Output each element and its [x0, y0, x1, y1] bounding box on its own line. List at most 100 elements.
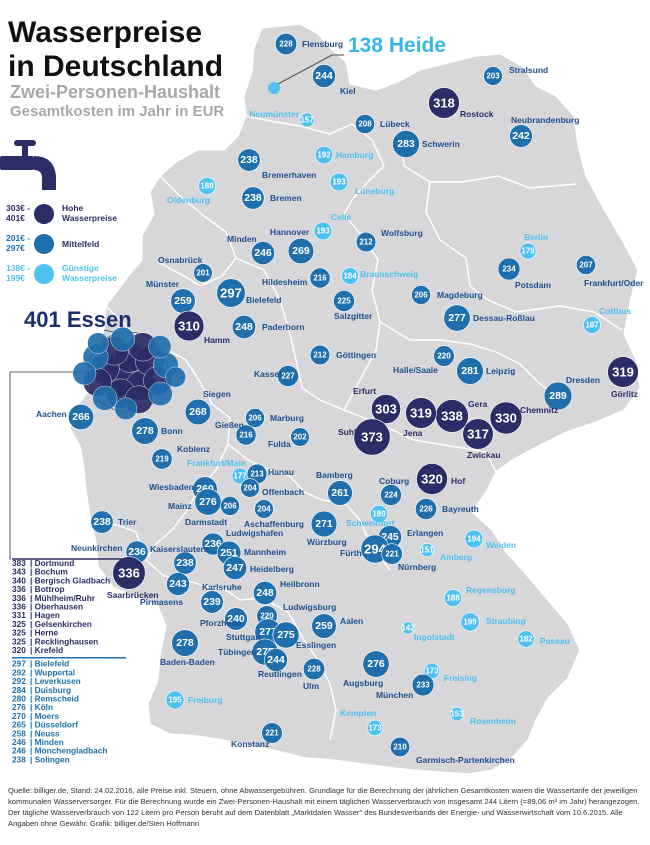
city-name: Koblenz	[177, 444, 210, 454]
city-paderborn: 248 Paderborn	[232, 314, 305, 339]
city-value: 240	[227, 613, 245, 625]
city-name: Erlangen	[407, 528, 443, 538]
city-name: Suhl	[338, 427, 356, 437]
city-bubble	[193, 263, 213, 283]
city-name: Marburg	[270, 413, 304, 423]
essen-callout-text: 401 Essen	[24, 307, 132, 332]
water-tap-icon	[0, 140, 56, 190]
city-value: 294	[364, 542, 386, 557]
ruhr-list-row: 336 | Oberhausen	[12, 602, 83, 612]
city-rosenheim: 153 Rosenheim	[449, 706, 516, 726]
city-value: 195	[168, 696, 182, 705]
ruhr-cluster-bubble	[114, 397, 138, 420]
city-value: 184	[343, 272, 357, 281]
city-name: Potsdam	[515, 280, 551, 290]
ruhr-list-row: 246 | Minden	[12, 737, 64, 747]
source-footnote: Quelle: billiger.de, Stand: 24.02.2016, …	[8, 786, 640, 828]
city-saarbrücken: 336 Saarbrücken	[107, 556, 159, 600]
city-name: Paderborn	[262, 322, 305, 332]
city-value: 238	[176, 557, 194, 569]
city-bubble	[251, 241, 275, 265]
ruhr-cluster-bubble	[110, 327, 135, 352]
city-value: 221	[385, 550, 399, 559]
germany-land	[69, 23, 641, 775]
city-value: 199	[463, 618, 477, 627]
city-bubble	[415, 498, 437, 520]
city-name: Kassel	[254, 369, 281, 379]
city-value: 281	[461, 365, 479, 377]
city-value: 289	[549, 390, 567, 402]
city-magdeburg: 206 Magdeburg	[411, 285, 483, 305]
city-value: 259	[174, 295, 192, 307]
city-bubble	[237, 148, 261, 172]
ruhr-list-row: 331 | Hagen	[12, 610, 60, 620]
city-name: Kiel	[340, 86, 356, 96]
city-bubble	[509, 124, 533, 148]
ruhr-list-row: 280 | Remscheid	[12, 694, 79, 704]
city-name: Freising	[444, 673, 477, 683]
city-bamberg: 261 Bamberg	[316, 470, 353, 506]
ruhr-list-row: 325 | Recklinghausen	[12, 636, 98, 646]
city-value: 297	[220, 286, 242, 301]
city-name: Passau	[540, 636, 570, 646]
city-bubble	[165, 690, 185, 710]
city-name: Reutlingen	[258, 669, 302, 679]
city-value: 157	[300, 116, 314, 125]
city-bubble	[411, 673, 435, 697]
city-value: 319	[612, 365, 634, 380]
city-value: 269	[292, 245, 310, 257]
city-dresden: 289 Dresden	[543, 375, 600, 411]
city-value: 278	[136, 425, 154, 437]
city-value: 192	[317, 151, 331, 160]
ruhr-cluster-bubble	[72, 361, 97, 386]
city-bubble	[287, 237, 315, 265]
city-name: Schweinfurt	[346, 518, 395, 528]
city-flensburg: 228 Flensburg	[274, 32, 343, 55]
city-jena: 319 Jena	[403, 397, 437, 438]
city-value: 242	[512, 130, 530, 142]
city-bubble	[419, 542, 434, 557]
city-göttingen: 212 Göttingen	[309, 344, 376, 366]
city-value: 277	[448, 312, 466, 324]
city-value: 188	[446, 594, 460, 603]
city-value: 224	[384, 491, 398, 500]
city-name: Schwerin	[422, 139, 460, 149]
city-bubble	[173, 551, 197, 575]
ruhr-list-row: 276 | Köln	[12, 702, 53, 712]
city-value: 204	[257, 505, 271, 514]
city-hamburg: 192 Hamburg	[314, 145, 373, 165]
city-value: 173	[425, 667, 439, 676]
city-value: 336	[118, 566, 140, 581]
legend-label-low: Günstige Wasserpreise	[62, 263, 117, 283]
city-bubble	[224, 607, 248, 631]
city-name: Mannheim	[244, 547, 286, 557]
city-value: 247	[226, 562, 244, 574]
city-value: 207	[579, 261, 593, 270]
city-bubble	[401, 621, 415, 635]
city-name: Bonn	[161, 426, 183, 436]
city-name: Bremen	[270, 193, 302, 203]
city-value: 210	[393, 743, 407, 752]
ruhr-list-row: 340 | Bergisch Gladbach	[12, 575, 110, 585]
city-bubble	[272, 621, 300, 649]
city-garmisch-partenkirchen: 210 Garmisch-Partenkirchen	[389, 736, 515, 765]
city-bubble	[151, 448, 173, 470]
city-pirmasens: 243 Pirmasens	[140, 572, 190, 607]
city-name: Rostock	[460, 109, 494, 119]
city-stralsund: 203 Stralsund	[483, 65, 548, 86]
city-value: 238	[244, 192, 262, 204]
ruhr-list-row: 325 | Herne	[12, 628, 59, 638]
city-freiburg: 195 Freiburg	[165, 690, 222, 710]
city-karlsruhe: 239 Karlsruhe	[200, 582, 242, 614]
legend-range-high: 303€ -401€	[6, 203, 30, 223]
city-bubble	[235, 424, 257, 446]
city-bubble	[497, 257, 521, 281]
city-name: Wiesbaden	[149, 482, 194, 492]
city-name: Lübeck	[380, 119, 410, 129]
city-name: Gießen	[215, 420, 244, 430]
